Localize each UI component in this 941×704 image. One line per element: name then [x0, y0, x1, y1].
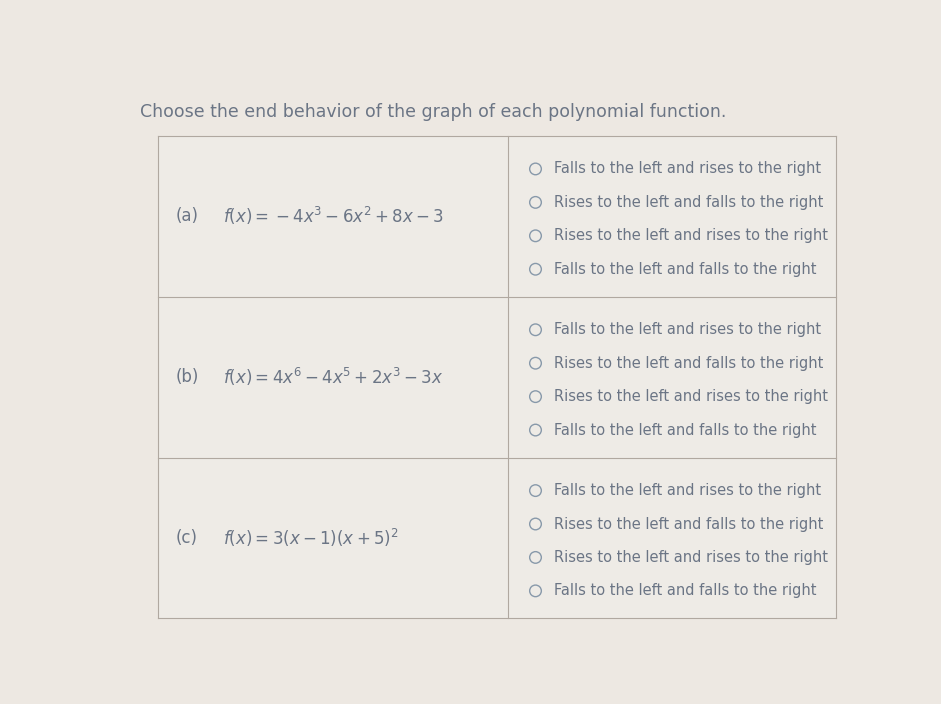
- Text: Choose the end behavior of the graph of each polynomial function.: Choose the end behavior of the graph of …: [139, 103, 726, 122]
- Text: Rises to the left and falls to the right: Rises to the left and falls to the right: [554, 356, 823, 371]
- Text: Rises to the left and rises to the right: Rises to the left and rises to the right: [554, 228, 828, 244]
- Bar: [508, 458, 836, 618]
- Text: Falls to the left and falls to the right: Falls to the left and falls to the right: [554, 422, 817, 438]
- Bar: [158, 136, 508, 297]
- Text: (c): (c): [176, 529, 198, 547]
- Text: Falls to the left and falls to the right: Falls to the left and falls to the right: [554, 262, 817, 277]
- Bar: [158, 297, 508, 458]
- Text: $f(\mathit{x}) = 4x^6 - 4x^5 + 2x^3 - 3x$: $f(\mathit{x}) = 4x^6 - 4x^5 + 2x^3 - 3x…: [223, 366, 443, 388]
- Bar: [508, 297, 836, 458]
- Text: Rises to the left and falls to the right: Rises to the left and falls to the right: [554, 195, 823, 210]
- Text: $f(\mathit{x}) = 3(x - 1)(x + 5)^2$: $f(\mathit{x}) = 3(x - 1)(x + 5)^2$: [223, 527, 399, 549]
- Text: Rises to the left and rises to the right: Rises to the left and rises to the right: [554, 550, 828, 565]
- Bar: [508, 136, 836, 297]
- Text: (a): (a): [176, 208, 199, 225]
- Bar: [158, 458, 508, 618]
- Text: Falls to the left and rises to the right: Falls to the left and rises to the right: [554, 161, 821, 177]
- Text: Rises to the left and rises to the right: Rises to the left and rises to the right: [554, 389, 828, 404]
- Text: Falls to the left and falls to the right: Falls to the left and falls to the right: [554, 584, 817, 598]
- Text: Falls to the left and rises to the right: Falls to the left and rises to the right: [554, 322, 821, 337]
- Text: Falls to the left and rises to the right: Falls to the left and rises to the right: [554, 483, 821, 498]
- Text: $f(\mathit{x}) = -4x^3 - 6x^2 + 8x - 3$: $f(\mathit{x}) = -4x^3 - 6x^2 + 8x - 3$: [223, 206, 444, 227]
- Text: (b): (b): [176, 368, 199, 386]
- Text: Rises to the left and falls to the right: Rises to the left and falls to the right: [554, 517, 823, 532]
